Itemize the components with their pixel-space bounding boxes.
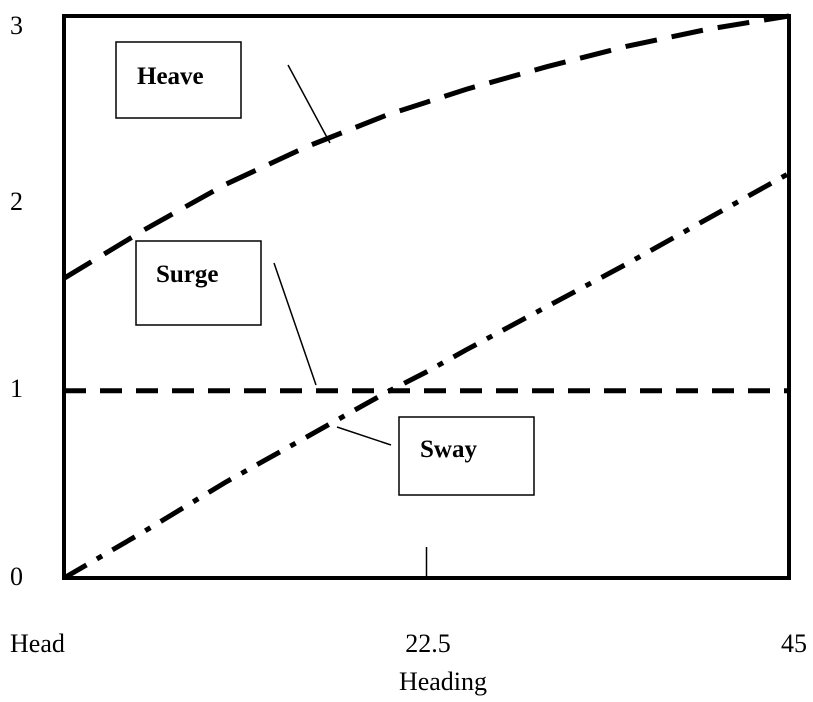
y-tick-label-3: 3 <box>10 11 23 40</box>
leader-line-surge <box>273 262 317 386</box>
label-box-heave <box>115 41 242 119</box>
leader-line-sway <box>336 426 392 446</box>
y-tick-label-1: 1 <box>10 374 23 403</box>
x-axis-label: Heading <box>399 667 487 696</box>
series-line-heave <box>62 13 790 281</box>
series-label-sway: Sway <box>420 436 477 463</box>
y-tick-label-0: 0 <box>10 562 23 591</box>
label-box-surge <box>135 240 262 326</box>
series-label-surge: Surge <box>156 261 219 288</box>
y-tick-label-2: 2 <box>10 187 23 216</box>
series-label-heave: Heave <box>137 63 204 90</box>
x-tick-label-head: Head <box>10 629 65 658</box>
x-tick-label-45: 45 <box>781 629 807 658</box>
leader-line-heave <box>287 64 331 144</box>
label-box-sway <box>398 416 535 496</box>
x-tick-label-22-5: 22.5 <box>405 629 451 658</box>
series-line-sway <box>62 171 791 581</box>
